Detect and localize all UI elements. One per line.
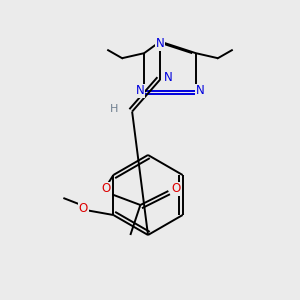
Text: N: N [164, 71, 172, 84]
Text: N: N [156, 37, 164, 50]
Text: N: N [196, 84, 204, 97]
Text: O: O [79, 202, 88, 215]
Text: N: N [136, 84, 145, 97]
Text: O: O [102, 182, 111, 196]
Text: O: O [172, 182, 181, 196]
Text: H: H [110, 103, 118, 114]
